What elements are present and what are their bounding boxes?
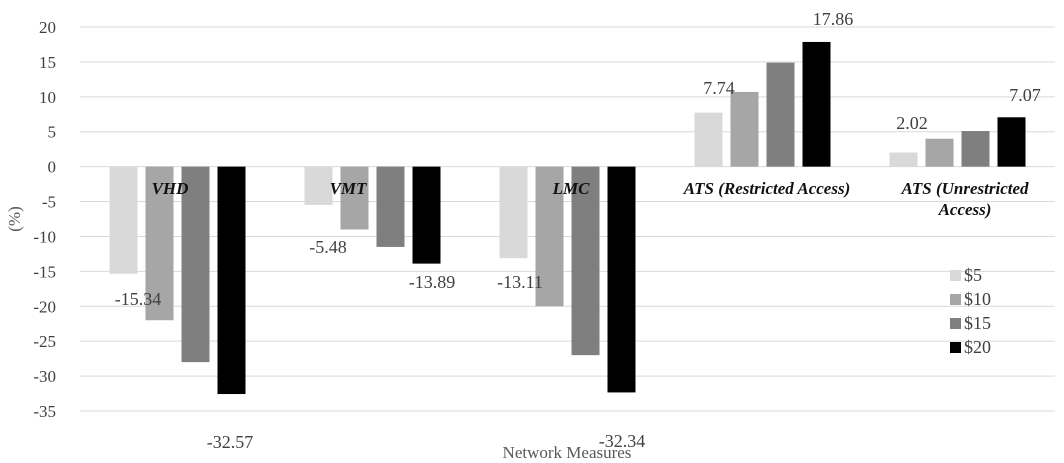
data-label: -32.34 xyxy=(599,431,646,451)
bar xyxy=(376,166,405,247)
bar xyxy=(304,166,333,205)
y-tick-label: 20 xyxy=(39,18,56,37)
y-tick-label: 5 xyxy=(48,123,57,142)
category-label: LMC xyxy=(552,179,591,198)
category-label-line: VMT xyxy=(330,179,367,198)
y-tick-label: -10 xyxy=(33,227,56,246)
legend-swatch xyxy=(950,318,961,329)
bar xyxy=(109,166,138,274)
y-tick-label: 10 xyxy=(39,88,56,107)
legend-swatch xyxy=(950,270,961,281)
bar xyxy=(802,41,831,167)
legend-swatch xyxy=(950,342,961,353)
category-label: ATS (Restricted Access) xyxy=(683,179,851,198)
legend-label: $20 xyxy=(964,337,991,357)
data-label: -13.89 xyxy=(409,272,456,292)
bar xyxy=(730,91,759,167)
bar xyxy=(961,131,990,167)
category-label: ATS (Unrestricted Access) xyxy=(900,179,1029,219)
category-label: VHD xyxy=(152,179,189,198)
bar xyxy=(997,117,1026,167)
bar xyxy=(925,138,954,167)
bar xyxy=(217,166,246,395)
data-label: 17.86 xyxy=(813,9,854,29)
data-label: -32.57 xyxy=(207,432,254,452)
category-label-line: VHD xyxy=(152,179,189,198)
data-label: -13.11 xyxy=(497,272,543,292)
y-tick-label: -35 xyxy=(33,402,56,421)
bar xyxy=(607,166,636,393)
data-label: 2.02 xyxy=(896,113,928,133)
category-label: VMT xyxy=(330,179,367,198)
legend: $5 $10 $15 $20 xyxy=(950,265,991,357)
bar xyxy=(535,166,564,307)
bar xyxy=(412,166,441,264)
y-tick-label: -5 xyxy=(42,193,56,212)
legend-label: $5 xyxy=(964,265,982,285)
bar xyxy=(145,166,174,321)
bar xyxy=(571,166,600,356)
bar xyxy=(889,152,918,167)
bars xyxy=(109,41,1026,395)
bar xyxy=(499,166,528,259)
y-tick-label: 15 xyxy=(39,53,56,72)
data-label: 7.07 xyxy=(1009,85,1041,105)
legend-swatch xyxy=(950,294,961,305)
legend-label: $10 xyxy=(964,289,991,309)
category-label-line: LMC xyxy=(552,179,591,198)
y-tick-label: -15 xyxy=(33,262,56,281)
bar xyxy=(340,166,369,230)
x-axis-title: Network Measures xyxy=(503,443,632,462)
category-label-line: ATS (Restricted Access) xyxy=(683,179,851,198)
y-tick-label: -25 xyxy=(33,332,56,351)
bar xyxy=(181,166,210,363)
bar xyxy=(766,62,795,167)
y-tick-label: 0 xyxy=(48,158,57,177)
category-labels: VHD VMT LMC ATS (Restricted Access) ATS (Unr… xyxy=(152,179,1029,219)
legend-label: $15 xyxy=(964,313,991,333)
category-label-line: Access) xyxy=(938,200,992,219)
data-label: -5.48 xyxy=(309,237,347,257)
y-tick-label: -20 xyxy=(33,297,56,316)
data-label: 7.74 xyxy=(703,78,735,98)
y-tick-label: -30 xyxy=(33,367,56,386)
category-label-line: ATS (Unrestricted xyxy=(900,179,1029,198)
bar xyxy=(694,112,723,167)
data-labels: -15.34 -32.57 -5.48 -13.89 -13.11 -32.34 7.74 1… xyxy=(115,9,1041,452)
y-axis-ticks: 20 15 10 5 0 -5 -10 -15 -20 -25 -30 -35 xyxy=(33,18,56,421)
data-label: -15.34 xyxy=(115,289,162,309)
y-axis-title: (%) xyxy=(5,206,24,231)
